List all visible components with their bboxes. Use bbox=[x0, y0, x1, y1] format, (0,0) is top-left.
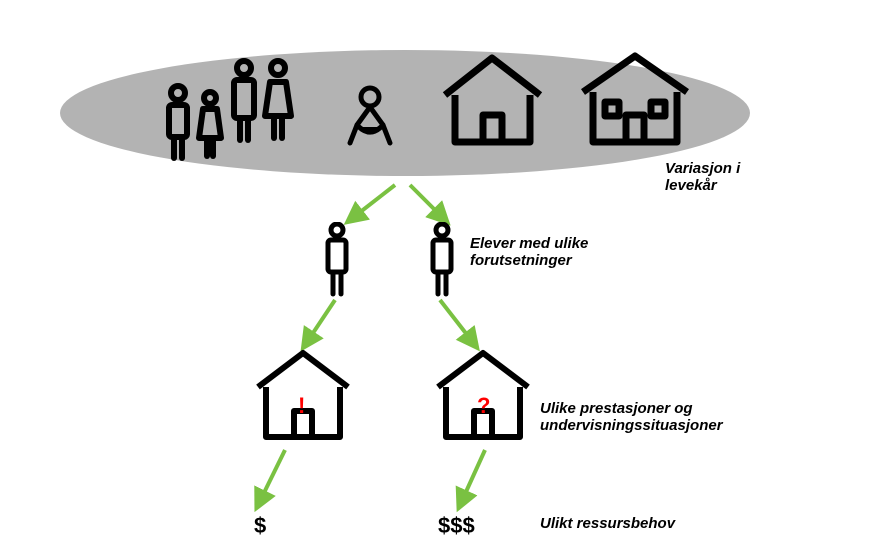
label-level4: Ulikt ressursbehov bbox=[540, 515, 675, 532]
label-level2: Elever med ulike forutsetninger bbox=[470, 235, 650, 269]
label-level3: Ulike prestasjoner og undervisningssitua… bbox=[540, 400, 770, 434]
question-mark: ? bbox=[477, 393, 490, 419]
money-right: $$$ bbox=[438, 513, 475, 539]
money-left: $ bbox=[254, 513, 266, 539]
exclamation-mark: ! bbox=[298, 393, 305, 419]
student-left-icon bbox=[320, 222, 354, 300]
label-level1: Variasjon i levekår bbox=[665, 160, 785, 194]
student-right-icon bbox=[425, 222, 459, 300]
diagram-canvas: ! ? $ $$$ Variasjon i levekår Elever med… bbox=[0, 0, 874, 551]
